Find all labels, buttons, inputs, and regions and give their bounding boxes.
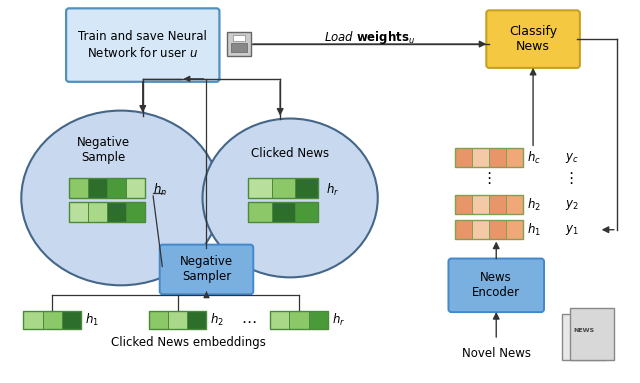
Bar	[168, 311, 188, 329]
Bar	[107, 178, 126, 198]
Bar	[506, 220, 523, 239]
Bar	[271, 202, 295, 222]
Bar	[472, 195, 489, 214]
Text: $h_n$: $h_n$	[153, 182, 167, 198]
FancyBboxPatch shape	[66, 8, 220, 82]
Bar	[23, 311, 42, 329]
Bar	[270, 311, 328, 329]
Text: $h_2$: $h_2$	[211, 312, 225, 328]
Text: $y_2$: $y_2$	[565, 198, 579, 212]
Text: $h_c$: $h_c$	[527, 150, 541, 166]
Text: Novel News: Novel News	[461, 347, 531, 360]
Bar	[234, 35, 245, 41]
Bar	[23, 311, 81, 329]
Bar	[248, 178, 271, 198]
Text: Classify
News: Classify News	[509, 25, 557, 53]
Text: $h_1$: $h_1$	[85, 312, 99, 328]
Bar	[88, 178, 107, 198]
Text: NEWS: NEWS	[573, 329, 595, 334]
Ellipse shape	[21, 111, 220, 285]
Text: $h_r$: $h_r$	[332, 312, 345, 328]
Bar	[295, 202, 318, 222]
Bar	[456, 195, 523, 214]
Bar	[456, 220, 523, 239]
Text: ⋮: ⋮	[482, 170, 497, 186]
Bar	[248, 202, 271, 222]
Text: Negative
Sample: Negative Sample	[76, 136, 129, 164]
Text: $h_1$: $h_1$	[527, 222, 541, 238]
Text: Train and save Neural
Network for user $u$: Train and save Neural Network for user $…	[78, 31, 207, 60]
Bar	[506, 148, 523, 167]
Bar	[248, 202, 318, 222]
Bar	[148, 311, 168, 329]
Bar	[489, 195, 506, 214]
Text: $h_2$: $h_2$	[527, 197, 541, 213]
FancyBboxPatch shape	[486, 10, 580, 68]
Bar	[42, 311, 62, 329]
Bar	[188, 311, 207, 329]
Text: $y_1$: $y_1$	[565, 223, 579, 237]
FancyBboxPatch shape	[227, 32, 252, 56]
Bar	[126, 202, 145, 222]
Bar	[308, 311, 328, 329]
Bar	[248, 178, 318, 198]
Bar	[107, 202, 126, 222]
Text: Negative
Sampler: Negative Sampler	[180, 255, 233, 283]
Bar	[271, 178, 295, 198]
FancyBboxPatch shape	[570, 308, 614, 360]
FancyBboxPatch shape	[449, 259, 544, 312]
Bar	[295, 178, 318, 198]
Text: ⋮: ⋮	[563, 170, 579, 186]
FancyBboxPatch shape	[562, 314, 605, 360]
Text: $y_c$: $y_c$	[565, 151, 579, 165]
Text: $\cdots$: $\cdots$	[241, 313, 256, 327]
Text: Load $\mathbf{weights}_u$: Load $\mathbf{weights}_u$	[324, 29, 415, 46]
Bar	[456, 220, 472, 239]
Bar	[456, 148, 472, 167]
Bar	[69, 202, 145, 222]
Bar	[472, 148, 489, 167]
Bar	[270, 311, 289, 329]
Bar	[69, 202, 88, 222]
Ellipse shape	[202, 118, 378, 277]
Bar	[456, 148, 523, 167]
Bar	[456, 195, 472, 214]
Text: Clicked News: Clicked News	[251, 147, 329, 160]
Text: News
Encoder: News Encoder	[472, 271, 520, 300]
Bar	[506, 195, 523, 214]
Bar	[69, 178, 145, 198]
Bar	[148, 311, 207, 329]
Bar	[232, 43, 247, 52]
Bar	[126, 178, 145, 198]
Bar	[88, 202, 107, 222]
FancyBboxPatch shape	[160, 245, 253, 294]
Bar	[489, 220, 506, 239]
Text: $h_r$: $h_r$	[326, 182, 339, 198]
Bar	[69, 178, 88, 198]
Bar	[472, 220, 489, 239]
Bar	[62, 311, 81, 329]
Bar	[289, 311, 308, 329]
Text: Clicked News embeddings: Clicked News embeddings	[111, 336, 266, 349]
Bar	[489, 148, 506, 167]
